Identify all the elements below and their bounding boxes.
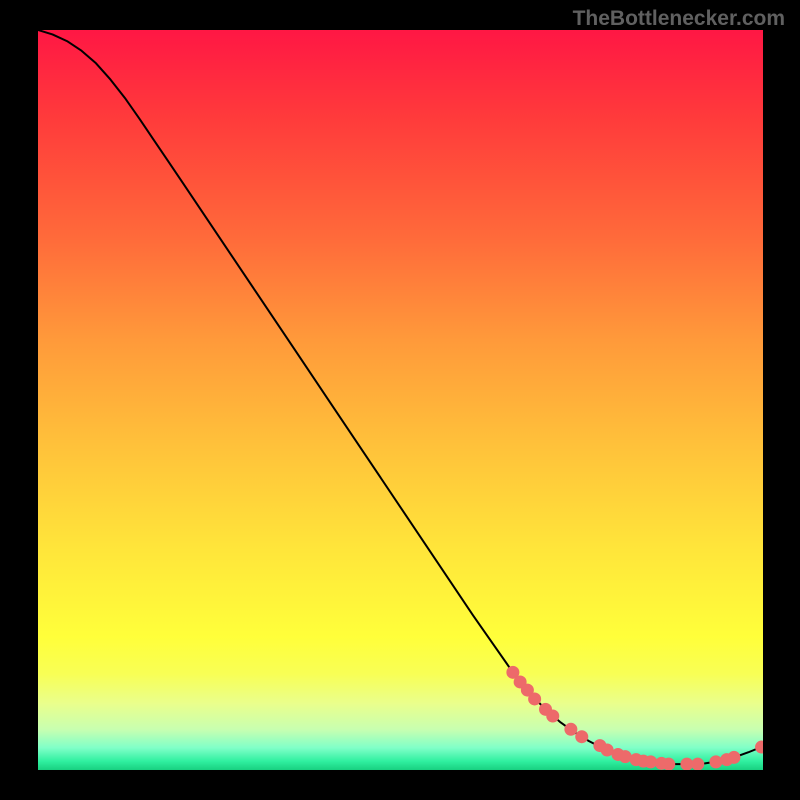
scatter-marker (529, 693, 541, 705)
scatter-marker (565, 723, 577, 735)
scatter-marker (601, 744, 613, 756)
scatter-marker (756, 741, 763, 753)
chart-frame: TheBottlenecker.com (0, 0, 800, 800)
scatter-marker (681, 758, 693, 770)
scatter-marker (728, 751, 740, 763)
scatter-marker (547, 710, 559, 722)
gradient-background (38, 30, 763, 770)
scatter-marker (663, 758, 675, 770)
scatter-marker (645, 756, 657, 768)
attribution-text: TheBottlenecker.com (573, 7, 785, 31)
scatter-marker (710, 756, 722, 768)
scatter-marker (619, 751, 631, 763)
scatter-marker (692, 758, 704, 770)
scatter-marker (576, 731, 588, 743)
plot-area (38, 30, 763, 770)
chart-svg (38, 30, 763, 770)
